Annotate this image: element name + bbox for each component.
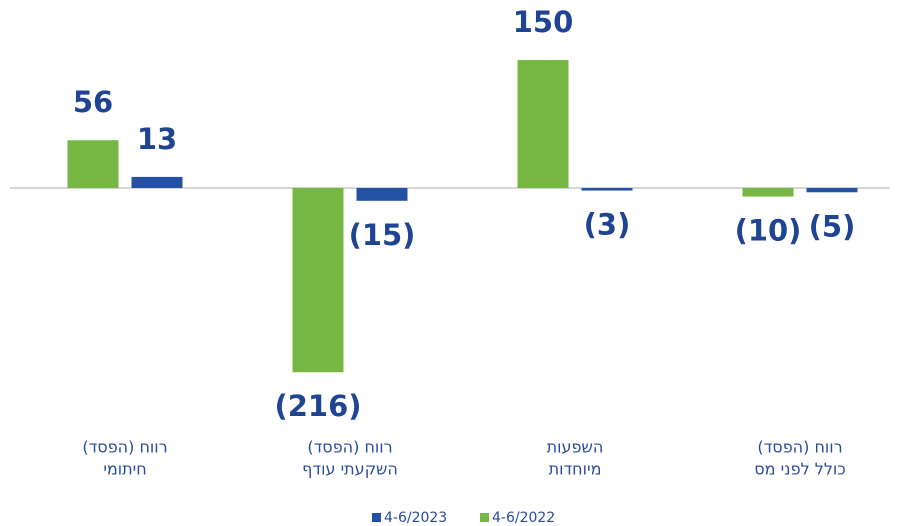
- x-tick-label: מיוחדות: [549, 460, 602, 479]
- value-label: 13: [137, 122, 177, 156]
- bar: [292, 188, 344, 373]
- value-label: 150: [513, 5, 574, 39]
- x-tick-label: חיתומי: [103, 460, 146, 479]
- bar: [356, 188, 408, 201]
- legend-label: 4-6/2022: [492, 510, 555, 526]
- bar: [517, 60, 569, 188]
- value-label: (5): [809, 209, 856, 243]
- bar: [742, 188, 794, 197]
- legend-label: 4-6/2023: [384, 510, 447, 526]
- value-label: 56: [73, 85, 113, 119]
- value-label: (15): [349, 218, 416, 252]
- x-tick-label: רווח (הפסד): [757, 438, 842, 457]
- legend-swatch: [480, 513, 489, 522]
- x-tick-label: רווח (הפסד): [82, 438, 167, 457]
- value-label: (3): [584, 208, 631, 242]
- value-label: (216): [274, 389, 361, 423]
- bar: [131, 176, 183, 188]
- bar: [806, 188, 858, 193]
- value-label: (10): [735, 214, 802, 248]
- bar: [581, 188, 633, 191]
- x-tick-label: השקעתי עודף: [302, 460, 398, 479]
- legend-swatch: [372, 513, 381, 522]
- bar: [67, 140, 119, 188]
- x-tick-label: השפעות: [547, 438, 604, 457]
- x-tick-label: רווח (הפסד): [307, 438, 392, 457]
- x-tick-label: כולל לפני מס: [754, 460, 846, 479]
